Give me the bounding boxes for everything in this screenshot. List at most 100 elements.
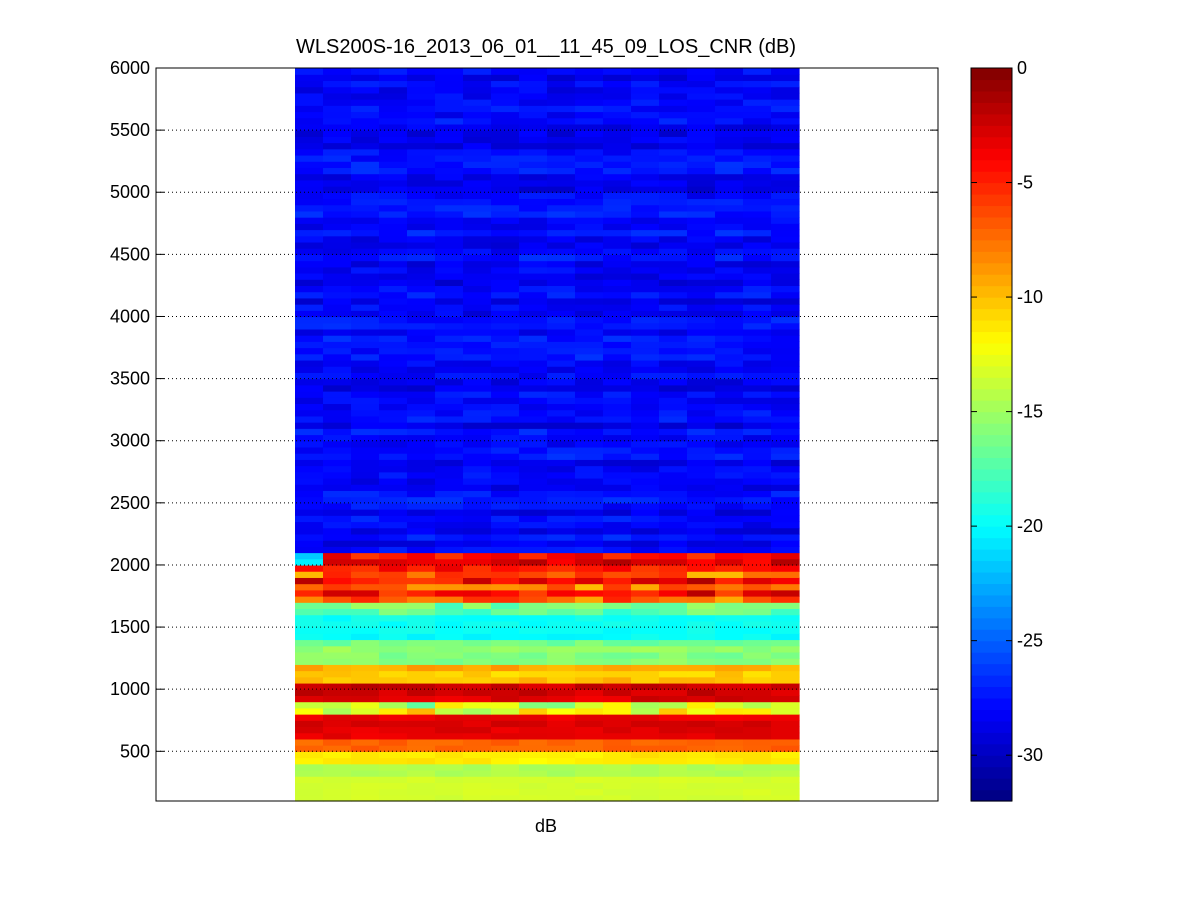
heatmap-cell [407, 490, 436, 498]
heatmap-cell [435, 782, 464, 790]
heatmap-cell [407, 627, 436, 634]
colorbar[interactable]: 0-5-10-15-20-25-30 [970, 58, 1043, 802]
heatmap-cell [547, 223, 576, 231]
heatmap-cell [547, 676, 576, 684]
heatmap-cell [519, 589, 548, 597]
heatmap-cell [463, 602, 492, 610]
heatmap-cell [715, 602, 744, 610]
heatmap-cell [603, 670, 632, 678]
heatmap-cell [603, 210, 632, 218]
heatmap-cell [743, 490, 772, 498]
heatmap-cell [407, 533, 436, 541]
heatmap-cell [603, 86, 632, 94]
heatmap-cell [351, 235, 380, 243]
heatmap-cell [295, 335, 324, 342]
heatmap-cell [631, 428, 660, 436]
heatmap-cell [771, 614, 800, 622]
heatmap-cell [547, 620, 576, 628]
heatmap-cell [575, 359, 604, 367]
heatmap-cell [743, 198, 772, 206]
heatmap-cell [771, 533, 800, 541]
heatmap-cell [407, 235, 436, 243]
heatmap-cell [519, 782, 548, 790]
heatmap-cell [575, 328, 604, 336]
heatmap-cell [575, 86, 604, 94]
heatmap-cell [519, 645, 548, 653]
heatmap-cell [659, 620, 688, 628]
heatmap-cell [547, 204, 576, 212]
heatmap-cell [743, 173, 772, 181]
heatmap-cell [407, 161, 436, 168]
heatmap-cell [659, 546, 688, 554]
heatmap-cell [715, 446, 744, 454]
heatmap-cell [463, 86, 492, 94]
heatmap-cell [435, 105, 464, 113]
heatmap-cell [491, 639, 520, 647]
heatmap-cell [659, 198, 688, 206]
heatmap-cell [491, 627, 520, 634]
heatmap-cell [407, 763, 436, 771]
heatmap-cell [463, 328, 492, 336]
heatmap-cell [547, 639, 576, 647]
heatmap-cell [631, 391, 660, 398]
heatmap-cell [547, 670, 576, 678]
heatmap-cell [659, 639, 688, 647]
heatmap-cell [463, 123, 492, 131]
heatmap-cell [351, 639, 380, 647]
heatmap-cell [603, 111, 632, 119]
heatmap-cell [547, 645, 576, 653]
heatmap-cell [771, 707, 800, 715]
heatmap-cell [519, 272, 548, 280]
heatmap-cell [715, 540, 744, 547]
heatmap-cell [603, 285, 632, 293]
heatmap-cell [631, 279, 660, 287]
heatmap-cell [603, 142, 632, 150]
heatmap-cell [351, 260, 380, 268]
heatmap-cell [519, 335, 548, 342]
heatmap-cell [687, 769, 716, 777]
heatmap-cell [547, 167, 576, 175]
heatmap-cell [715, 422, 744, 429]
heatmap-cell [687, 552, 716, 560]
heatmap-cell [491, 602, 520, 610]
heatmap-cell [463, 142, 492, 150]
heatmap-cell [519, 583, 548, 591]
heatmap-cell [491, 782, 520, 790]
heatmap-cell [463, 304, 492, 311]
heatmap-cell [491, 130, 520, 137]
heatmap-cell [379, 577, 408, 585]
heatmap-cell [295, 260, 324, 268]
colorbar-band [971, 732, 1012, 745]
heatmap-cell [295, 123, 324, 131]
heatmap-cell [435, 477, 464, 485]
heatmap-cell [295, 80, 324, 88]
heatmap-cell [659, 658, 688, 665]
heatmap-cell [743, 453, 772, 460]
heatmap-cell [659, 577, 688, 585]
heatmap-cell [771, 347, 800, 355]
heatmap-cell [295, 533, 324, 541]
heatmap-cell [659, 515, 688, 523]
heatmap-cell [687, 751, 716, 759]
heatmap-cell [575, 391, 604, 398]
heatmap-cell [323, 627, 352, 634]
heatmap-cell [743, 366, 772, 373]
heatmap-cell [659, 664, 688, 672]
heatmap-cell [379, 484, 408, 491]
heatmap-cell [547, 192, 576, 200]
heatmap-cell [771, 117, 800, 125]
heatmap-cell [323, 310, 352, 318]
heatmap-cell [659, 92, 688, 100]
heatmap-cell [659, 260, 688, 268]
heatmap-cell [351, 633, 380, 641]
heatmap-cell [743, 260, 772, 268]
heatmap-cell [463, 776, 492, 783]
heatmap-cell [491, 248, 520, 255]
heatmap-cell [323, 74, 352, 82]
heatmap-cell [435, 664, 464, 672]
heatmap-cell [407, 248, 436, 255]
heatmap-cell [631, 732, 660, 740]
heatmap-cell [687, 272, 716, 280]
heatmap-cell [323, 204, 352, 212]
heatmap-cell [659, 86, 688, 94]
